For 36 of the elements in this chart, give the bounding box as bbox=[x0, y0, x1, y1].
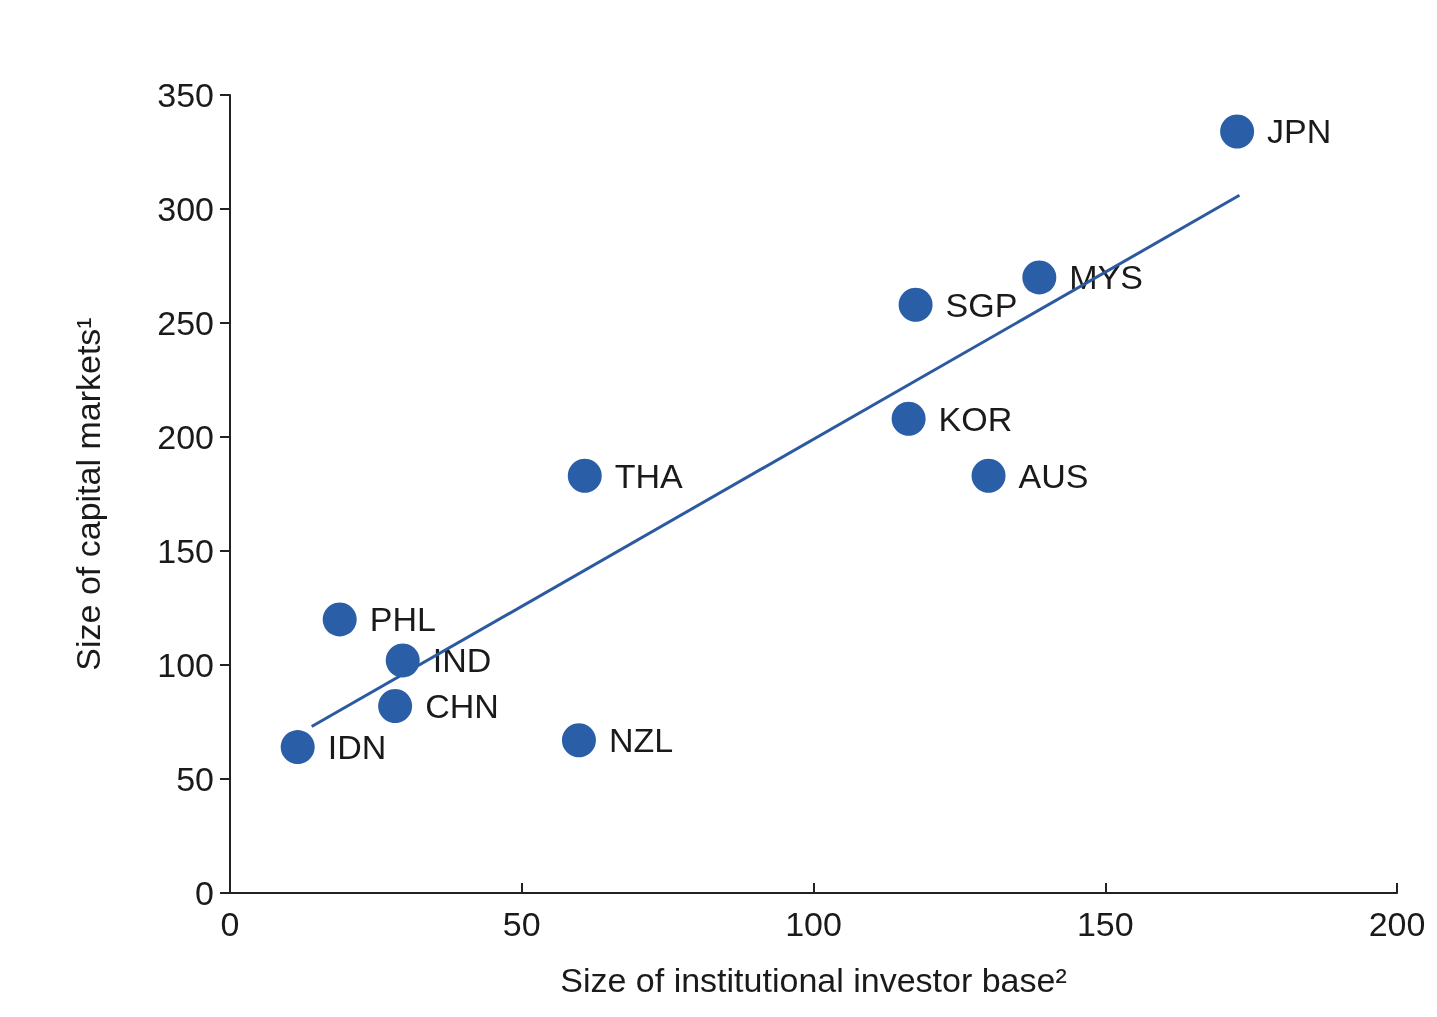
annotation: AUS bbox=[1018, 456, 1089, 495]
point bbox=[322, 602, 357, 637]
y-tick-label: 0 bbox=[195, 874, 214, 912]
annotation: CHN bbox=[425, 687, 499, 726]
x-tick-label: 50 bbox=[502, 905, 541, 943]
annotation: IND bbox=[432, 641, 492, 680]
point bbox=[898, 287, 933, 322]
annotation: KOR bbox=[938, 399, 1013, 438]
x-tick-label: 100 bbox=[785, 905, 842, 943]
point bbox=[891, 401, 926, 436]
point bbox=[567, 458, 602, 493]
y-tick-label: 350 bbox=[157, 76, 214, 114]
annotation: SGP bbox=[945, 285, 1018, 324]
point bbox=[561, 723, 596, 758]
annotation: PHL bbox=[369, 600, 436, 639]
x-tick-label: 150 bbox=[1076, 905, 1134, 943]
x-axis-title: Size of institutional investor base² bbox=[560, 961, 1067, 999]
point bbox=[378, 689, 413, 724]
y-tick-label: 250 bbox=[157, 304, 214, 342]
y-tick-label: 200 bbox=[157, 418, 214, 456]
point bbox=[385, 643, 420, 678]
annotation: IDN bbox=[327, 728, 387, 767]
y-tick-label: 50 bbox=[176, 760, 214, 798]
y-tick-label: 100 bbox=[157, 646, 214, 684]
y-tick-label: 300 bbox=[157, 190, 214, 228]
point bbox=[1220, 114, 1255, 149]
x-tick-label: 200 bbox=[1368, 905, 1426, 943]
y-axis-title: Size of capital markets¹ bbox=[69, 317, 107, 671]
x-tick-label: 0 bbox=[220, 905, 240, 943]
point bbox=[280, 730, 315, 765]
point bbox=[971, 458, 1006, 493]
annotation: NZL bbox=[608, 721, 674, 760]
annotation: THA bbox=[614, 456, 684, 495]
y-tick-label: 150 bbox=[157, 532, 214, 570]
annotation: JPN bbox=[1267, 112, 1332, 151]
point bbox=[1022, 260, 1057, 295]
